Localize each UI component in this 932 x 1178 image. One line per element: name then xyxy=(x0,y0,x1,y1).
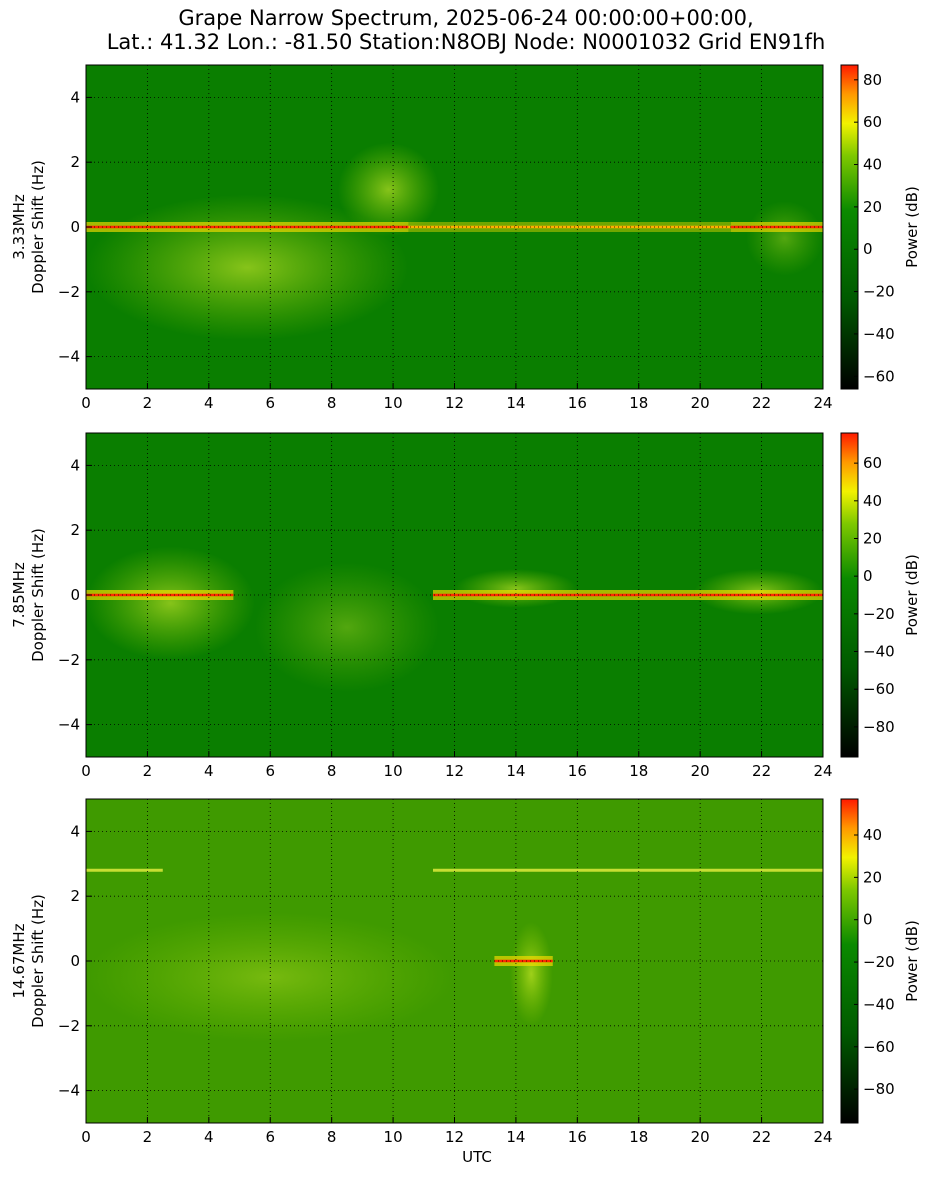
x-tick-label: 8 xyxy=(327,394,337,412)
y-axis-label: 14.67MHzDoppler Shift (Hz) xyxy=(10,894,47,1028)
x-tick-label: 12 xyxy=(445,394,464,412)
x-tick-label: 10 xyxy=(384,762,403,780)
x-tick-label: 4 xyxy=(204,762,214,780)
x-tick-label: 18 xyxy=(629,762,648,780)
spectrum-panel-14mhz: 0 2 4 6 8 10 12 14 16 18 20 22 24−4−202414.67MHzDopp… xyxy=(10,798,921,1146)
bright-region xyxy=(454,569,578,608)
colorbar-tick-label: −60 xyxy=(863,1038,895,1056)
x-tick-label: 20 xyxy=(691,762,710,780)
bright-region xyxy=(86,912,455,1042)
x-tick-label: 10 xyxy=(384,394,403,412)
x-tick-label: 4 xyxy=(204,394,214,412)
colorbar-tick-label: −20 xyxy=(863,605,895,623)
colorbar-tick-label: −60 xyxy=(863,680,895,698)
colorbar-label: Power (dB) xyxy=(903,920,921,1002)
bright-region xyxy=(337,142,440,237)
y-tick-label: −2 xyxy=(58,651,80,669)
x-tick-label: 16 xyxy=(568,394,587,412)
y-axis-label: 7.85MHzDoppler Shift (Hz) xyxy=(10,528,47,662)
x-tick-label: 16 xyxy=(568,1128,587,1146)
x-tick-label: 22 xyxy=(752,762,771,780)
x-axis-label: UTC xyxy=(462,1148,492,1166)
x-tick-label: 24 xyxy=(813,1128,832,1146)
y-tick-label: −4 xyxy=(58,1082,80,1100)
y-tick-label: 0 xyxy=(70,218,80,236)
colorbar-label: Power (dB) xyxy=(903,554,921,636)
colorbar xyxy=(840,432,859,758)
colorbar-tick-label: −40 xyxy=(863,995,895,1013)
colorbar-tick-label: 20 xyxy=(863,198,882,216)
y-tick-label: 4 xyxy=(70,88,80,106)
x-tick-label: 2 xyxy=(143,1128,153,1146)
colorbar-tick-label: 0 xyxy=(863,911,873,929)
colorbar-tick-label: 40 xyxy=(863,492,882,510)
x-tick-label: 2 xyxy=(143,762,153,780)
colorbar-tick-label: 80 xyxy=(863,71,882,89)
colorbar-tick-label: 0 xyxy=(863,567,873,585)
colorbar-tick-label: 0 xyxy=(863,240,873,258)
x-tick-label: 12 xyxy=(445,762,464,780)
colorbar-tick-label: 20 xyxy=(863,868,882,886)
colorbar-tick-label: −20 xyxy=(863,283,895,301)
spectrum-panel-3mhz: 0 2 4 6 8 10 12 14 16 18 20 22 24−4−20243.33MHzDoppl… xyxy=(10,64,921,412)
colorbar xyxy=(840,798,859,1124)
y-tick-label: 4 xyxy=(70,456,80,474)
x-tick-label: 14 xyxy=(506,762,525,780)
x-tick-label: 2 xyxy=(143,394,153,412)
x-tick-label: 16 xyxy=(568,762,587,780)
colorbar-tick-label: 40 xyxy=(863,156,882,174)
x-tick-label: 0 xyxy=(81,762,91,780)
y-tick-label: 0 xyxy=(70,586,80,604)
chart-title-line-1: Grape Narrow Spectrum, 2025-06-24 00:00:… xyxy=(178,6,754,30)
x-tick-label: 12 xyxy=(445,1128,464,1146)
chart-title-line-2: Lat.: 41.32 Lon.: -81.50 Station:N8OBJ N… xyxy=(106,30,826,54)
x-tick-label: 0 xyxy=(81,394,91,412)
bright-region xyxy=(746,201,823,276)
y-tick-label: −2 xyxy=(58,283,80,301)
x-tick-label: 8 xyxy=(327,762,337,780)
x-tick-label: 18 xyxy=(629,1128,648,1146)
y-tick-label: 2 xyxy=(70,887,80,905)
x-tick-label: 24 xyxy=(813,762,832,780)
colorbar-tick-label: 40 xyxy=(863,826,882,844)
colorbar-tick-label: 60 xyxy=(863,454,882,472)
x-tick-label: 6 xyxy=(265,1128,275,1146)
x-tick-label: 20 xyxy=(691,394,710,412)
x-tick-label: 24 xyxy=(813,394,832,412)
x-tick-label: 6 xyxy=(265,394,275,412)
x-tick-label: 14 xyxy=(506,394,525,412)
colorbar-tick-label: −20 xyxy=(863,953,895,971)
x-tick-label: 20 xyxy=(691,1128,710,1146)
y-tick-label: −2 xyxy=(58,1017,80,1035)
y-tick-label: −4 xyxy=(58,348,80,366)
colorbar-tick-label: −40 xyxy=(863,643,895,661)
colorbar-tick-label: −60 xyxy=(863,367,895,385)
x-tick-label: 10 xyxy=(384,1128,403,1146)
x-tick-label: 0 xyxy=(81,1128,91,1146)
x-tick-label: 6 xyxy=(265,762,275,780)
x-tick-label: 18 xyxy=(629,394,648,412)
x-tick-label: 8 xyxy=(327,1128,337,1146)
colorbar-tick-label: −80 xyxy=(863,1080,895,1098)
y-axis-label: 3.33MHzDoppler Shift (Hz) xyxy=(10,160,47,294)
colorbar-tick-label: 60 xyxy=(863,113,882,131)
y-tick-label: 2 xyxy=(70,153,80,171)
x-tick-label: 4 xyxy=(204,1128,214,1146)
spectrum-panel-7mhz: 0 2 4 6 8 10 12 14 16 18 20 22 24−4−20247.85MHzDoppl… xyxy=(10,432,921,780)
x-tick-label: 22 xyxy=(752,1128,771,1146)
bright-region xyxy=(86,546,255,660)
bright-region xyxy=(509,922,553,1026)
bright-region xyxy=(254,562,440,693)
y-tick-label: −4 xyxy=(58,716,80,734)
y-tick-label: 2 xyxy=(70,521,80,539)
colorbar xyxy=(840,64,859,390)
x-tick-label: 22 xyxy=(752,394,771,412)
y-tick-label: 4 xyxy=(70,822,80,840)
colorbar-label: Power (dB) xyxy=(903,186,921,268)
colorbar-tick-label: −80 xyxy=(863,718,895,736)
colorbar-tick-label: 20 xyxy=(863,529,882,547)
colorbar-tick-label: −40 xyxy=(863,325,895,343)
y-tick-label: 0 xyxy=(70,952,80,970)
x-tick-label: 14 xyxy=(506,1128,525,1146)
